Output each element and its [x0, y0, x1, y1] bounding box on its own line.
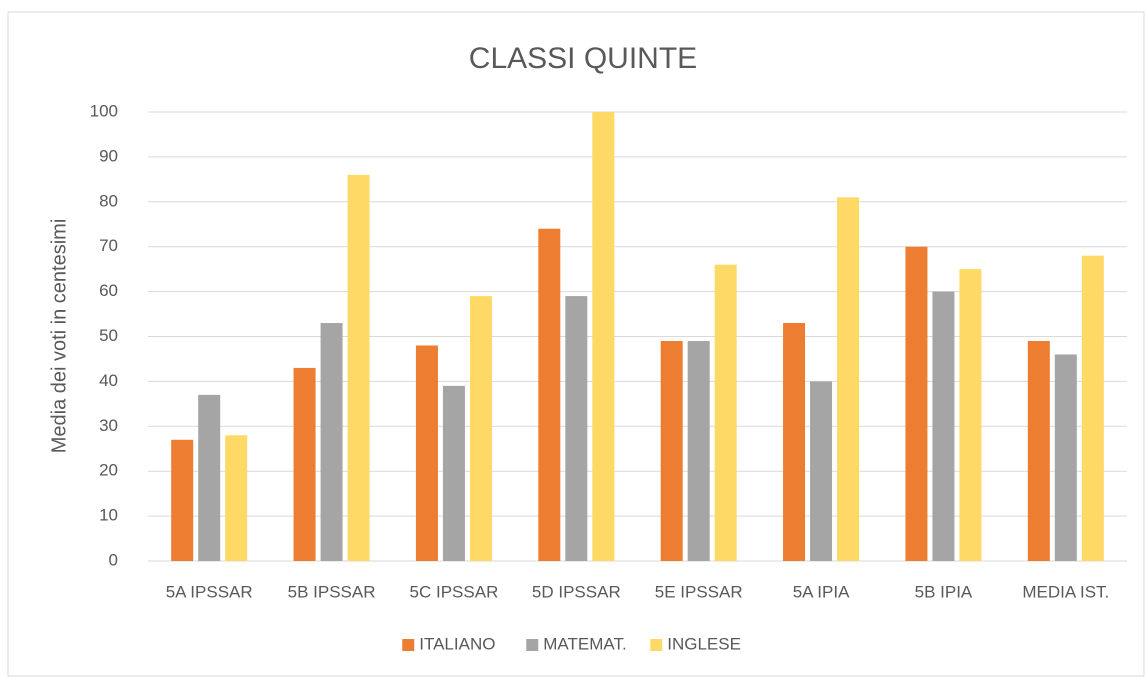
y-tick-label: 70 [99, 236, 118, 255]
bar [442, 385, 465, 561]
legend-swatch [402, 639, 415, 651]
y-tick-label: 50 [99, 326, 118, 345]
bar [347, 174, 370, 562]
bar [687, 340, 710, 561]
bar [415, 345, 438, 561]
y-tick-label: 0 [109, 550, 118, 569]
y-tick-label: 40 [99, 371, 118, 390]
bar [783, 323, 806, 561]
legend-swatch [526, 639, 539, 651]
bar [1054, 354, 1077, 561]
legend-label: ITALIANO [419, 634, 495, 653]
x-tick-label: 5A IPSSAR [166, 582, 253, 601]
bar [905, 246, 928, 561]
bar [469, 296, 492, 561]
x-tick-label: 5D IPSSAR [532, 582, 621, 601]
y-tick-label: 10 [99, 506, 118, 525]
bar [171, 439, 194, 561]
bar [1027, 340, 1050, 561]
bar [1081, 255, 1104, 561]
x-tick-label: 5A IPIA [793, 582, 850, 601]
x-tick-label: MEDIA IST. [1022, 582, 1109, 601]
bar [538, 228, 561, 562]
y-tick-label: 90 [99, 146, 118, 165]
legend-label: MATEMAT. [543, 634, 626, 653]
bar [660, 340, 683, 561]
bar [810, 381, 833, 561]
y-tick-label: 30 [99, 416, 118, 435]
legend-swatch [650, 639, 663, 651]
y-tick-label: 100 [90, 101, 118, 120]
bar [959, 269, 982, 561]
x-tick-label: 5B IPIA [915, 582, 973, 601]
y-tick-label: 80 [99, 191, 118, 210]
bar [837, 197, 860, 561]
chart-title: CLASSI QUINTE [469, 42, 697, 75]
bar [592, 112, 615, 561]
y-tick-label: 20 [99, 461, 118, 480]
x-tick-label: 5E IPSSAR [655, 582, 743, 601]
bar [320, 323, 343, 561]
x-tick-label: 5C IPSSAR [410, 582, 499, 601]
bar [225, 435, 248, 561]
bar [714, 264, 737, 561]
legend-label: INGLESE [667, 634, 741, 653]
bar [293, 367, 316, 561]
y-tick-label: 60 [99, 281, 118, 300]
x-tick-label: 5B IPSSAR [288, 582, 376, 601]
bar [932, 291, 955, 561]
y-axis-label: Media dei voti in centesimi [48, 219, 70, 454]
bar [198, 394, 221, 561]
bar [565, 296, 588, 561]
